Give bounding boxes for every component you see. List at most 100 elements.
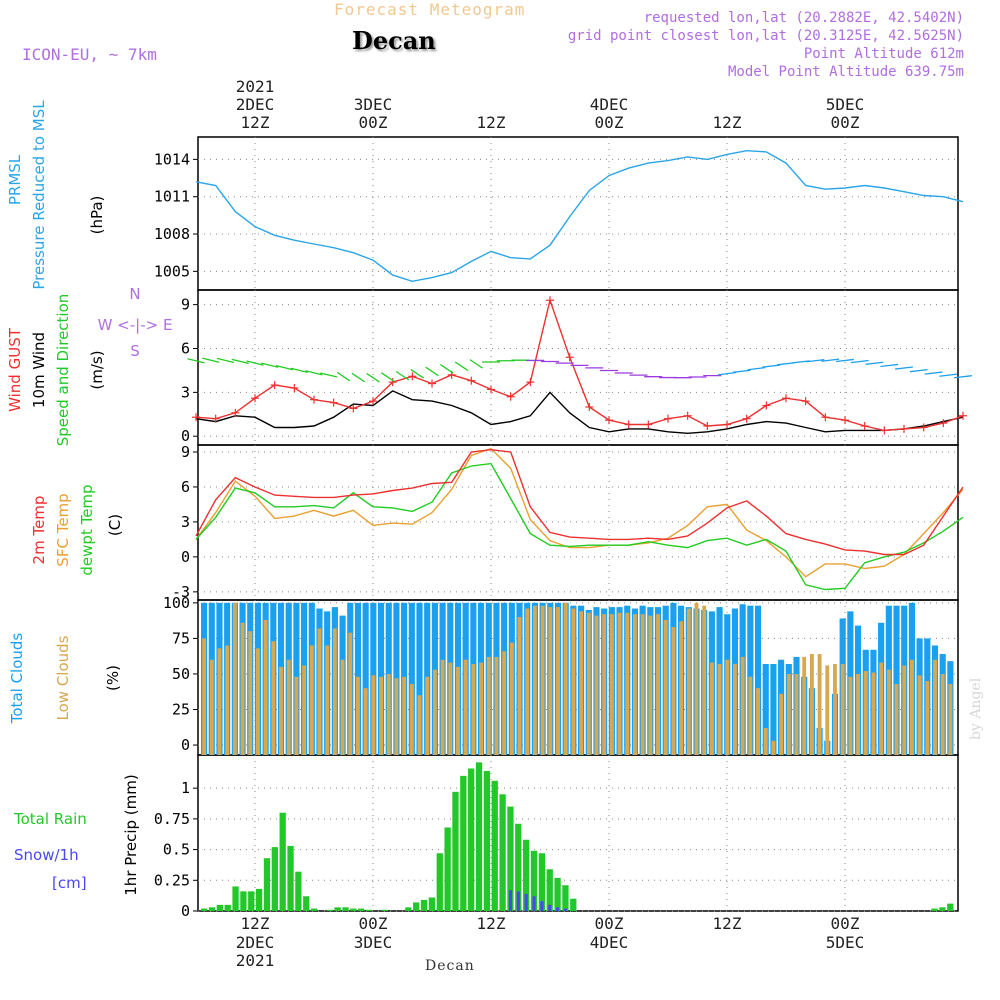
requested-location: requested lon,lat (20.2882E, 42.5402N) — [643, 10, 964, 26]
rain-bar — [491, 780, 498, 911]
low-cloud-bar — [594, 615, 599, 755]
low-cloud-bar — [586, 612, 591, 755]
rain-bar — [413, 902, 420, 911]
gust-marker — [290, 383, 299, 392]
low-cloud-bar — [409, 683, 414, 755]
low-cloud-bar — [925, 681, 930, 755]
wind-direction-arrow — [290, 367, 308, 374]
low-cloud-bar — [740, 656, 745, 755]
precip-ylabel-unit: 1hr Precip (mm) — [122, 774, 140, 895]
gust-marker — [270, 381, 279, 390]
low-cloud-bar — [786, 673, 791, 755]
low-cloud-bar — [756, 688, 760, 755]
low-cloud-bar — [509, 642, 514, 755]
low-cloud-bar — [225, 645, 230, 755]
low-cloud-bar — [602, 614, 607, 755]
rain-bar — [326, 909, 333, 911]
rain-bar — [248, 891, 255, 911]
wind-direction-arrow — [909, 368, 928, 373]
wind-ylabel-speed: 10m Wind — [30, 332, 48, 408]
total-cloud-bar — [362, 602, 369, 755]
wind-direction-arrow — [275, 365, 294, 371]
low-cloud-bar — [571, 608, 576, 755]
wind-direction-arrow — [231, 358, 249, 365]
rain-bar — [295, 871, 302, 911]
rain-bar — [255, 888, 263, 911]
y-tick-label: 6 — [181, 478, 190, 496]
compass-south: S — [130, 342, 140, 360]
top-hour-tick: 00Z — [359, 113, 388, 132]
low-cloud-bar — [240, 622, 245, 755]
rain-bar — [232, 886, 239, 911]
rain-bar — [287, 845, 294, 911]
low-cloud-bar — [886, 669, 891, 755]
temp-ylabel-sfc: SFC Temp — [54, 493, 72, 566]
total-cloud-bar — [416, 602, 423, 755]
top-hour-tick: 12Z — [477, 113, 506, 132]
wind-direction-arrow — [836, 358, 854, 363]
grid-point-location: grid point closest lon,lat (20.3125E, 42… — [567, 28, 964, 44]
gust-marker — [369, 397, 377, 406]
low-cloud-bar — [917, 675, 922, 755]
low-cloud-bar — [579, 611, 584, 755]
y-tick-label: 25 — [172, 700, 190, 718]
gust-marker — [388, 378, 397, 387]
low-cloud-bar — [448, 662, 453, 755]
temp-ylabel-2m: 2m Temp — [30, 496, 48, 565]
gust-marker — [723, 420, 731, 429]
low-cloud-bar — [640, 614, 645, 755]
low-cloud-bar — [356, 676, 360, 755]
gust-marker — [192, 413, 200, 422]
gust-marker — [624, 420, 633, 429]
top-hour-tick: 00Z — [831, 113, 860, 132]
gust-marker — [939, 419, 948, 428]
pressure-line — [195, 149, 964, 283]
wind-direction-arrow — [351, 372, 365, 383]
low-cloud-bar — [863, 671, 868, 755]
snow-bar — [548, 904, 552, 911]
wind-direction-arrow — [440, 364, 454, 374]
wind-direction-arrow — [880, 363, 899, 368]
cloud-ylabel-unit: (%) — [104, 665, 122, 691]
station-name: Decan — [352, 26, 436, 55]
low-cloud-bar — [263, 619, 268, 755]
bottom-day-label: 4DEC — [590, 933, 629, 952]
y-tick-label: 0.25 — [154, 871, 190, 889]
low-cloud-bar — [948, 683, 953, 755]
bottom-station-label: Decan — [425, 958, 475, 974]
compass-west-east: W <-|-> E — [98, 316, 173, 334]
gust-marker — [782, 394, 790, 403]
rain-bar — [546, 869, 553, 911]
gust-marker — [231, 408, 240, 417]
wind-gust-line — [195, 297, 964, 432]
low-cloud-bar — [794, 673, 799, 755]
gust-marker — [211, 414, 220, 423]
low-cloud-bar — [656, 614, 660, 755]
rain-bar — [342, 907, 349, 911]
gust-marker — [683, 411, 692, 420]
point-altitude: Point Altitude 612m — [803, 46, 964, 62]
snow-bar — [524, 893, 528, 911]
bottom-hour-tick: 00Z — [595, 914, 624, 933]
low-cloud-bar — [248, 631, 253, 755]
gust-marker — [506, 392, 515, 401]
low-cloud-bar — [625, 612, 630, 755]
wind-direction-arrow — [850, 359, 869, 364]
rain-bar — [554, 877, 561, 911]
top-hour-tick: 00Z — [595, 113, 624, 132]
y-tick-label: 0 — [181, 548, 190, 566]
total-cloud-bar — [770, 663, 777, 755]
top-day-label: 2DEC — [236, 95, 275, 114]
temp-2m-line — [195, 448, 964, 556]
low-cloud-bar — [763, 727, 768, 755]
low-cloud-bar — [209, 659, 214, 755]
wind-direction-arrow — [246, 360, 264, 366]
rain-bar — [428, 897, 436, 911]
low-cloud-bar — [340, 659, 345, 755]
low-cloud-bar — [332, 628, 337, 755]
low-cloud-bar — [271, 641, 276, 755]
low-cloud-bar — [548, 607, 553, 755]
sfc-temp-line — [195, 447, 964, 578]
rain-bar — [350, 908, 357, 911]
rain-bar — [358, 908, 365, 911]
